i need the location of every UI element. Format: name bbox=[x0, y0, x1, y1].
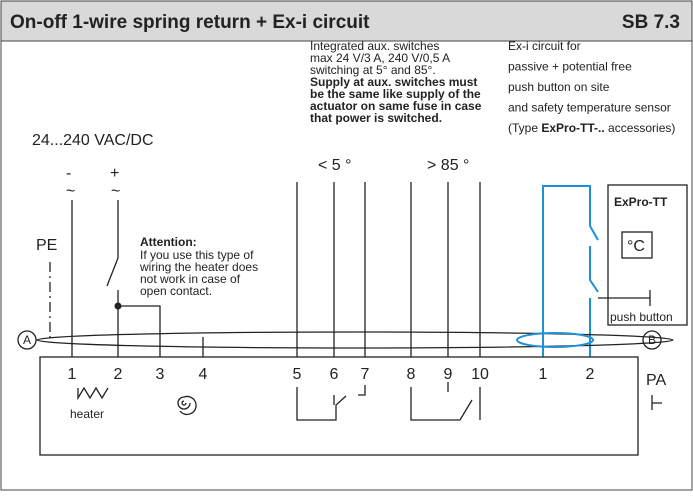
switch-label: < 5 ° bbox=[318, 157, 352, 174]
heater-label: heater bbox=[70, 407, 104, 421]
terminal-label: 3 bbox=[156, 366, 165, 383]
terminal-label: 2 bbox=[586, 366, 595, 383]
pa: PA bbox=[646, 372, 666, 389]
exi-line: passive + potential free bbox=[508, 60, 632, 74]
attention-title: Attention: bbox=[140, 235, 197, 249]
plus: + bbox=[110, 165, 119, 182]
terminal-label: 8 bbox=[407, 366, 416, 383]
wires bbox=[17, 182, 688, 456]
terminal-label: 2 bbox=[114, 366, 123, 383]
aux-bold-line: actuator on same fuse in case bbox=[310, 99, 482, 113]
exi-line: and safety temperature sensor bbox=[508, 101, 671, 115]
title: On-off 1-wire spring return + Ex-i circu… bbox=[10, 12, 370, 33]
header-bar bbox=[0, 0, 693, 42]
ac: ~ bbox=[111, 183, 120, 200]
aux-bold-line: Supply at aux. switches must bbox=[310, 75, 477, 89]
attention-line: not work in case of bbox=[140, 272, 241, 286]
attention-line: If you use this type of bbox=[140, 248, 254, 262]
terminal-label: 1 bbox=[539, 366, 548, 383]
marker: A bbox=[23, 333, 31, 347]
ac: ~ bbox=[66, 183, 75, 200]
terminal-label: 6 bbox=[330, 366, 339, 383]
pe: PE bbox=[36, 237, 57, 254]
minus: - bbox=[66, 165, 71, 182]
attention-line: open contact. bbox=[140, 284, 212, 298]
switch-label: > 85 ° bbox=[427, 157, 469, 174]
terminal-label: 7 bbox=[361, 366, 370, 383]
code: SB 7.3 bbox=[622, 12, 680, 33]
attention-line: wiring the heater does bbox=[139, 260, 258, 274]
terminal-label: 10 bbox=[471, 366, 489, 383]
terminal-label: 1 bbox=[68, 366, 77, 383]
terminals: 1 2 3 4 5 6 7 8 9 10 1 2 bbox=[68, 366, 595, 383]
sensor: °C bbox=[627, 238, 645, 255]
exi-note: Ex-i circuit for passive + potential free… bbox=[508, 39, 671, 115]
marker: B bbox=[648, 333, 656, 347]
expro-title: ExPro-TT bbox=[614, 195, 668, 209]
exi-line: Ex-i circuit for bbox=[508, 39, 581, 53]
terminal-label: 4 bbox=[199, 366, 208, 383]
terminal-label: 9 bbox=[444, 366, 453, 383]
aux-bold-line: be the same like supply of the bbox=[310, 87, 481, 101]
aux-line: max 24 V/3 A, 240 V/0,5 A bbox=[310, 51, 450, 65]
exi-line: push button on site bbox=[508, 80, 610, 94]
aux-bold-line: that power is switched. bbox=[310, 111, 442, 125]
supply-label: 24...240 VAC/DC bbox=[32, 132, 154, 149]
push-button: push button bbox=[610, 310, 673, 324]
terminal-label: 5 bbox=[293, 366, 302, 383]
exi-note-line: (Type ExPro-TT-.. accessories) bbox=[508, 121, 675, 135]
aux-line: switching at 5° and 85°. bbox=[310, 63, 436, 77]
aux-line: Integrated aux. switches bbox=[310, 39, 439, 53]
